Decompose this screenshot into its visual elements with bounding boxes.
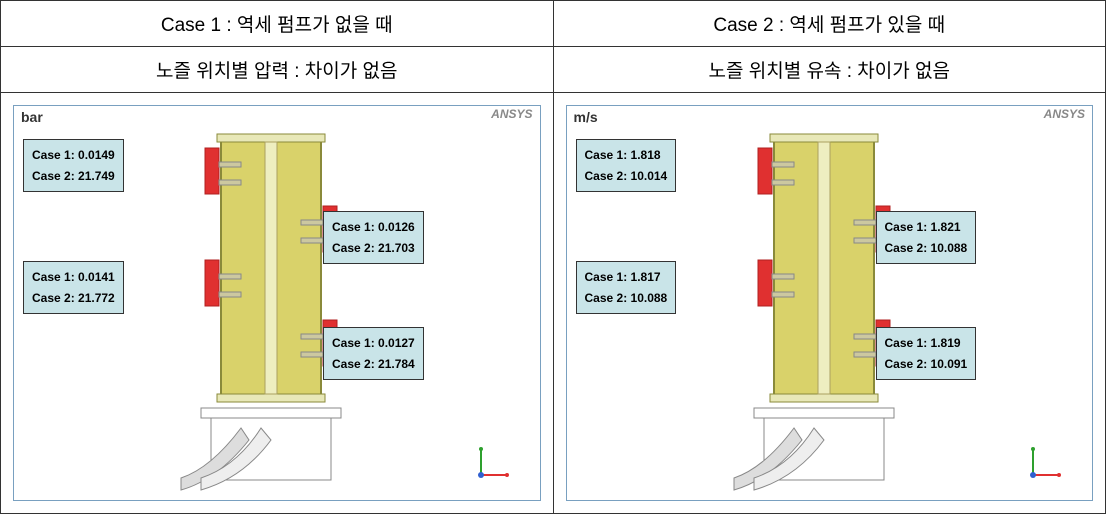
col1-subtitle: 노즐 위치별 압력 : 차이가 없음 (1, 47, 554, 93)
comparison-table: Case 1 : 역세 펌프가 없을 때 Case 2 : 역세 펌프가 있을 … (0, 0, 1106, 514)
panel-left: bar ANSYS (11, 103, 543, 503)
case1-value: Case 1: 0.0141 (32, 267, 115, 287)
value-box: Case 1: 0.0127 Case 2: 21.784 (323, 327, 424, 380)
value-box: Case 1: 0.0149 Case 2: 21.749 (23, 139, 124, 192)
case2-value: Case 2: 21.703 (332, 238, 415, 258)
unit-label: bar (21, 109, 43, 125)
value-box: Case 1: 0.0141 Case 2: 21.772 (23, 261, 124, 314)
value-box: Case 1: 1.817 Case 2: 10.088 (576, 261, 677, 314)
ansys-logo: ANSYS (1044, 107, 1085, 121)
case2-value: Case 2: 21.784 (332, 354, 415, 374)
case1-value: Case 1: 1.819 (885, 333, 968, 353)
case2-value: Case 2: 21.772 (32, 288, 115, 308)
case2-value: Case 2: 10.091 (885, 354, 968, 374)
case1-value: Case 1: 1.821 (885, 217, 968, 237)
panel-left-cell: bar ANSYS (1, 93, 554, 514)
value-box: Case 1: 1.819 Case 2: 10.091 (876, 327, 977, 380)
ansys-logo: ANSYS (491, 107, 532, 121)
col1-title: Case 1 : 역세 펌프가 없을 때 (1, 1, 554, 47)
case2-value: Case 2: 10.014 (585, 166, 668, 186)
case2-value: Case 2: 10.088 (585, 288, 668, 308)
panel-right-cell: m/s ANSYS (553, 93, 1106, 514)
device-diagram (171, 128, 431, 498)
case1-value: Case 1: 1.817 (585, 267, 668, 287)
case1-value: Case 1: 0.0127 (332, 333, 415, 353)
header-row: Case 1 : 역세 펌프가 없을 때 Case 2 : 역세 펌프가 있을 … (1, 1, 1106, 47)
axes-icon (1025, 443, 1065, 483)
unit-label: m/s (574, 109, 598, 125)
panel-row: bar ANSYS (1, 93, 1106, 514)
case1-value: Case 1: 1.818 (585, 145, 668, 165)
col2-subtitle: 노즐 위치별 유속 : 차이가 없음 (553, 47, 1106, 93)
value-box: Case 1: 1.821 Case 2: 10.088 (876, 211, 977, 264)
value-box: Case 1: 0.0126 Case 2: 21.703 (323, 211, 424, 264)
case1-value: Case 1: 0.0126 (332, 217, 415, 237)
device-diagram (724, 128, 984, 498)
axes-icon (473, 443, 513, 483)
panel-right: m/s ANSYS (564, 103, 1096, 503)
case1-value: Case 1: 0.0149 (32, 145, 115, 165)
subheader-row: 노즐 위치별 압력 : 차이가 없음 노즐 위치별 유속 : 차이가 없음 (1, 47, 1106, 93)
case2-value: Case 2: 10.088 (885, 238, 968, 258)
col2-title: Case 2 : 역세 펌프가 있을 때 (553, 1, 1106, 47)
value-box: Case 1: 1.818 Case 2: 10.014 (576, 139, 677, 192)
case2-value: Case 2: 21.749 (32, 166, 115, 186)
